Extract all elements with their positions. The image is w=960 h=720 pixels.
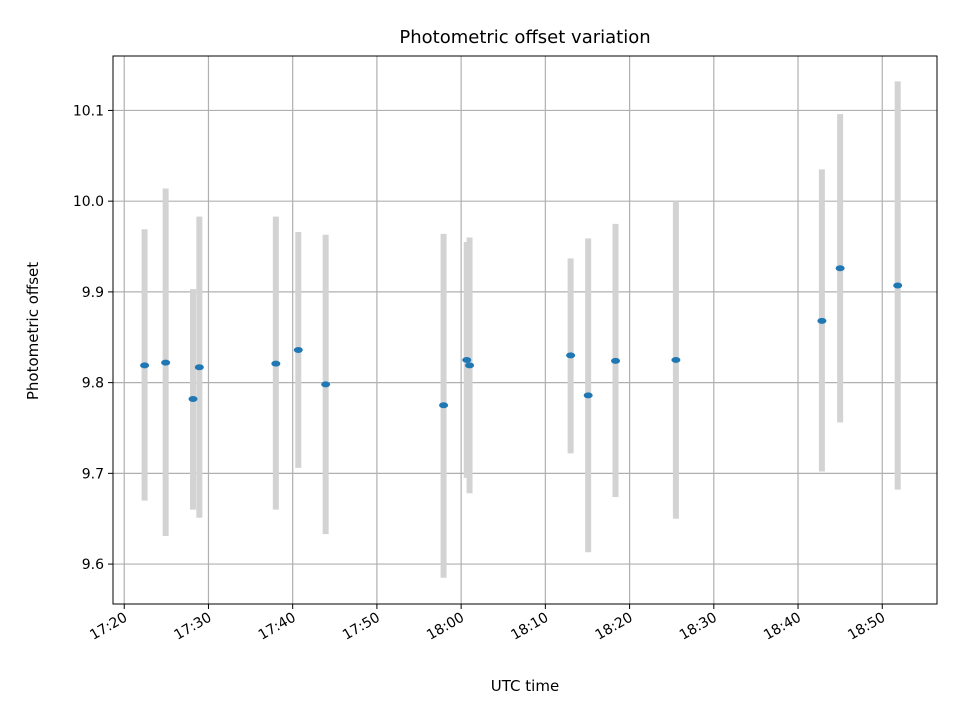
plot-frame: [112, 55, 938, 605]
data-point: [293, 346, 303, 353]
x-axis-label: UTC time: [491, 677, 559, 695]
data-point: [671, 356, 681, 363]
y-axis-label: Photometric offset: [24, 262, 42, 400]
data-point: [194, 364, 204, 371]
chart-title: Photometric offset variation: [399, 27, 650, 48]
y-tick-label: 10.1: [73, 103, 104, 119]
y-tick-label: 9.7: [82, 466, 104, 482]
data-point: [583, 392, 593, 399]
data-point: [611, 357, 621, 364]
grid-lines: [113, 56, 937, 604]
data-point: [188, 395, 198, 402]
data-point: [462, 356, 472, 363]
data-point: [439, 402, 449, 409]
data-point: [465, 362, 475, 369]
data-point: [893, 282, 903, 289]
data-point: [271, 360, 281, 367]
data-point: [835, 265, 845, 272]
data-points: [140, 265, 903, 409]
y-tick-label: 9.8: [82, 376, 104, 392]
y-axis: 9.6 9.7 9.8 9.9 10.0 10.1: [73, 103, 113, 573]
data-point: [817, 317, 827, 324]
y-tick-label: 9.6: [82, 557, 104, 573]
y-tick-label: 10.0: [73, 194, 104, 210]
data-point: [140, 362, 150, 369]
data-point: [161, 359, 171, 366]
data-point: [566, 352, 576, 359]
data-point: [321, 381, 331, 388]
y-tick-label: 9.9: [82, 285, 104, 301]
